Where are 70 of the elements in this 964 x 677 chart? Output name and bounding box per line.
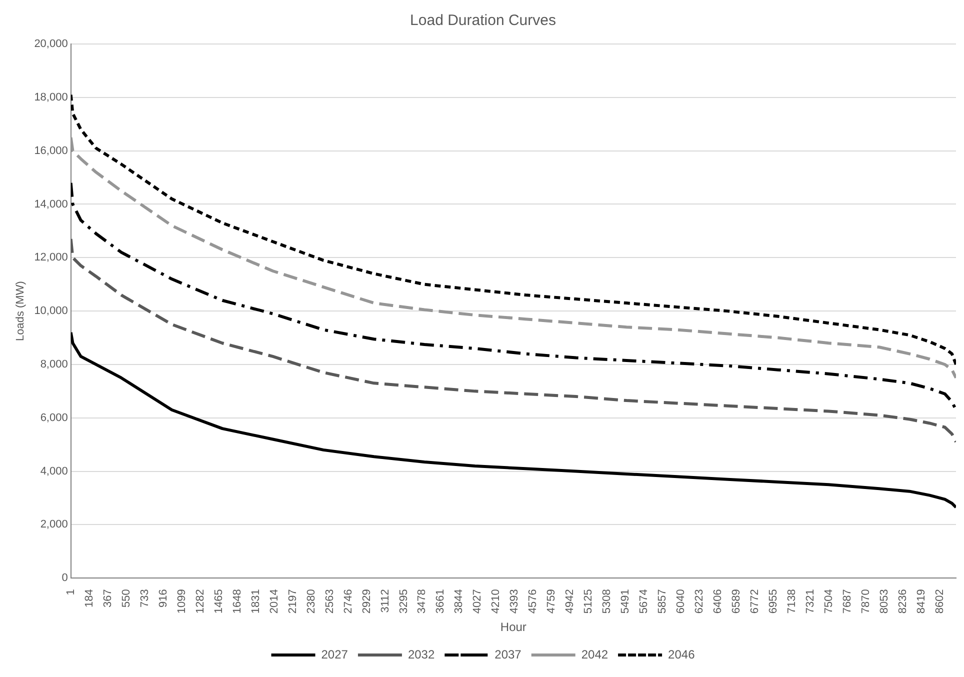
x-tick-label: 4210 (490, 589, 502, 614)
x-tick-label: 3844 (453, 589, 466, 614)
y-axis-title: Loads (MW) (14, 281, 27, 342)
x-tick-label: 8419 (916, 589, 928, 614)
y-tick-label: 8,000 (40, 358, 68, 371)
x-tick-label: 2197 (286, 589, 299, 614)
x-tick-label: 2746 (342, 589, 354, 614)
x-tick-label: 4759 (546, 589, 558, 614)
x-tick-label: 6406 (712, 589, 724, 614)
x-tick-label: 2014 (268, 589, 280, 614)
chart-title: Load Duration Curves (410, 12, 556, 30)
y-tick-label: 10,000 (34, 305, 68, 318)
x-tick-label: 733 (138, 589, 151, 608)
x-tick-label: 7321 (804, 589, 817, 614)
x-tick-label: 5491 (620, 589, 632, 614)
legend-label: 2027 (321, 647, 348, 662)
legend-label: 2037 (494, 647, 522, 662)
x-tick-label: 5857 (656, 589, 669, 614)
x-tick-label: 2929 (360, 589, 373, 614)
x-tick-label: 6040 (675, 589, 688, 614)
legend-label: 2042 (581, 647, 608, 662)
line-series (70, 136, 956, 380)
x-tick-label: 5674 (638, 589, 650, 614)
y-tick-label: 6,000 (40, 412, 68, 424)
x-tick-label: 5308 (601, 589, 614, 614)
x-tick-label: 8053 (878, 589, 891, 614)
x-tick-label: 6955 (768, 589, 780, 614)
y-tick-label: 20,000 (34, 38, 68, 50)
x-tick-label: 4027 (472, 589, 484, 614)
x-tick-label: 3112 (379, 589, 392, 613)
x-tick-label: 3478 (416, 589, 428, 614)
x-tick-label: 4393 (508, 589, 521, 614)
x-tick-label: 7138 (786, 589, 798, 614)
x-tick-label: 6223 (694, 589, 706, 614)
x-tick-label: 2380 (305, 589, 318, 614)
x-tick-label: 3295 (398, 589, 410, 614)
x-tick-label: 7687 (842, 589, 854, 614)
y-tick-label: 2,000 (40, 518, 68, 531)
x-tick-label: 8602 (934, 589, 946, 614)
x-tick-label: 4942 (564, 589, 576, 614)
x-tick-label: 1831 (250, 589, 262, 614)
x-tick-label: 3661 (434, 589, 447, 614)
y-tick-label: 4,000 (40, 465, 68, 478)
x-tick-label: 1648 (231, 589, 244, 614)
x-tick-label: 367 (102, 589, 114, 608)
legend-label: 2032 (408, 647, 435, 662)
legend-label: 2046 (668, 647, 696, 662)
line-series (70, 237, 956, 444)
x-tick-label: 7870 (860, 589, 872, 614)
x-tick-label: 7504 (823, 589, 836, 614)
x-axis-title: Hour (500, 620, 526, 634)
x-tick-label: 1 (64, 589, 77, 596)
x-tick-label: 1465 (212, 589, 225, 614)
x-tick-label: 5125 (582, 589, 595, 614)
x-tick-label: 8236 (897, 589, 910, 614)
x-tick-label: 550 (120, 589, 132, 608)
x-tick-label: 184 (83, 589, 96, 608)
x-tick-label: 4576 (527, 589, 540, 614)
x-tick-label: 2563 (324, 589, 336, 614)
y-tick-label: 14,000 (34, 198, 68, 210)
line-series (70, 93, 956, 366)
y-tick-label: 0 (62, 572, 68, 584)
x-tick-label: 1099 (176, 589, 188, 614)
y-tick-label: 16,000 (34, 144, 68, 157)
y-tick-label: 12,000 (34, 252, 68, 264)
x-tick-label: 6589 (730, 589, 743, 614)
x-tick-label: 1282 (194, 589, 206, 614)
y-tick-label: 18,000 (34, 91, 68, 104)
x-tick-label: 916 (157, 589, 170, 608)
x-tick-label: 6772 (749, 589, 762, 614)
